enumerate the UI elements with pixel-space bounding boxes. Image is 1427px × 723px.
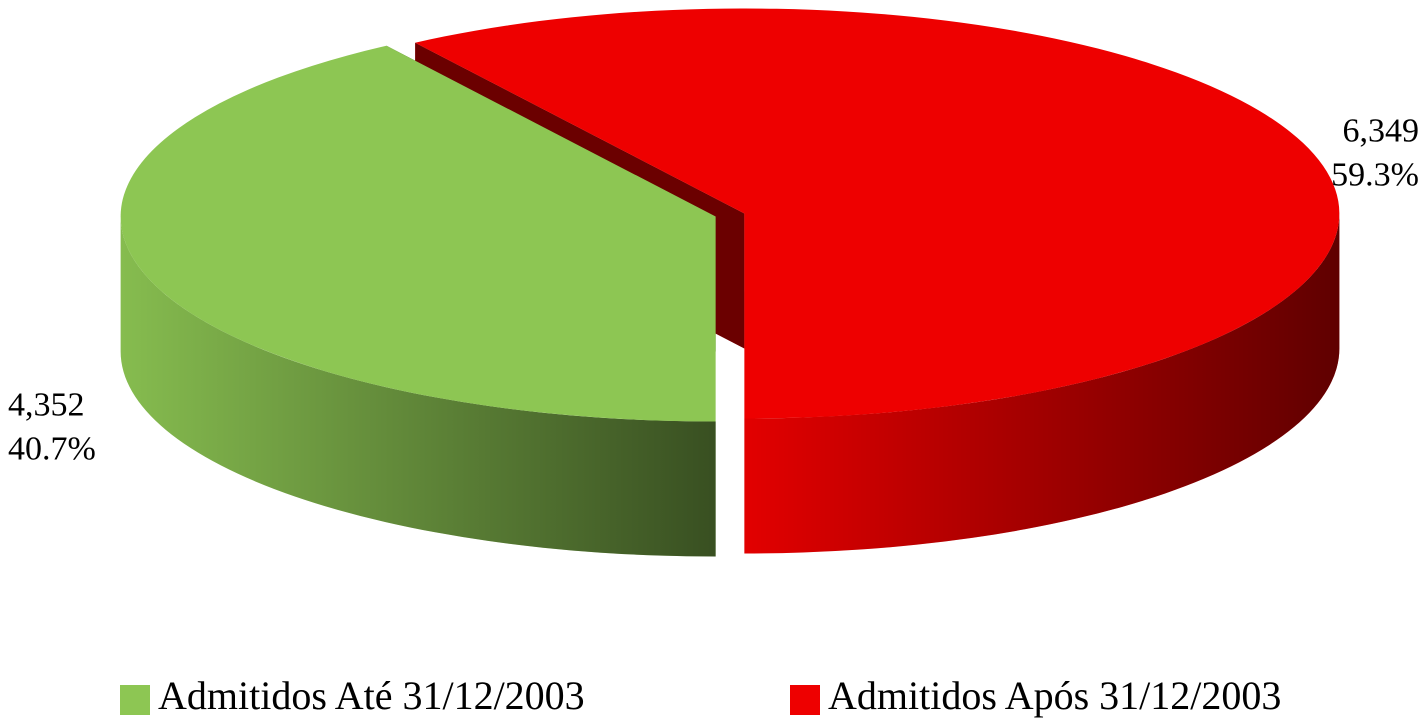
percent-label: 59.3% bbox=[1331, 157, 1419, 194]
slice bbox=[120, 45, 716, 422]
slice-wall-shade bbox=[120, 216, 716, 557]
legend: Admitidos Até 31/12/2003 Admitidos Após 3… bbox=[120, 673, 1281, 718]
pie bbox=[120, 8, 1340, 557]
legend-swatch bbox=[120, 685, 150, 715]
legend-label: Admitidos Até 31/12/2003 bbox=[158, 673, 585, 718]
data-label: 4,352 bbox=[8, 386, 85, 423]
percent-label: 40.7% bbox=[8, 430, 96, 467]
data-label: 6,349 bbox=[1343, 113, 1420, 150]
slice bbox=[415, 8, 1340, 419]
slice-wall-shade bbox=[744, 213, 1340, 554]
legend-label: Admitidos Após 31/12/2003 bbox=[828, 673, 1281, 718]
legend-swatch bbox=[790, 685, 820, 715]
